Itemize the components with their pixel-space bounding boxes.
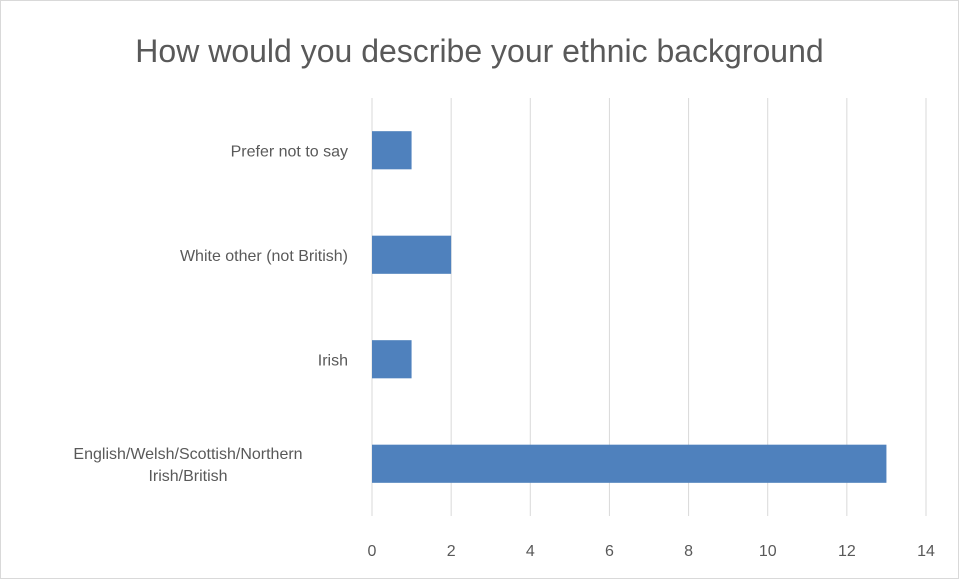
bar-2 [372, 235, 452, 274]
x-tick-label: 2 [447, 543, 456, 560]
bar-1 [372, 340, 412, 379]
x-tick-label: 4 [526, 543, 535, 560]
x-tick-label: 12 [838, 543, 856, 560]
category-label: Prefer not to say [231, 143, 348, 160]
bar-3 [372, 131, 412, 170]
x-tick-label: 6 [605, 543, 614, 560]
x-tick-label: 8 [684, 543, 693, 560]
x-tick-label: 10 [759, 543, 777, 560]
category-label: English/Welsh/Scottish/Northern Irish/Bri… [73, 446, 302, 485]
x-tick-label: 0 [368, 543, 377, 560]
chart-title: How would you describe your ethnic backg… [135, 33, 824, 69]
category-label: Irish [318, 352, 348, 369]
bar-0 [372, 444, 887, 483]
category-label: White other (not British) [180, 248, 348, 265]
x-tick-label: 14 [917, 543, 935, 560]
